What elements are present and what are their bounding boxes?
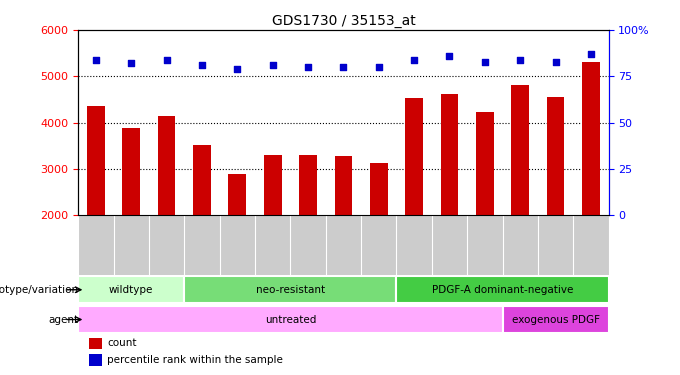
Text: count: count xyxy=(107,338,137,348)
Bar xyxy=(405,98,423,215)
Text: exogenous PDGF: exogenous PDGF xyxy=(511,315,600,324)
Text: agent: agent xyxy=(48,315,78,324)
Bar xyxy=(158,116,175,215)
Bar xyxy=(228,174,246,215)
Point xyxy=(479,58,490,64)
Point xyxy=(197,62,207,68)
Text: percentile rank within the sample: percentile rank within the sample xyxy=(107,355,284,365)
Point xyxy=(338,64,349,70)
Bar xyxy=(78,306,503,333)
Bar xyxy=(264,155,282,215)
Point xyxy=(232,66,243,72)
Point xyxy=(515,57,526,63)
Bar xyxy=(87,106,105,215)
Text: untreated: untreated xyxy=(265,315,316,324)
Bar xyxy=(547,97,564,215)
Point xyxy=(444,53,455,59)
Bar xyxy=(503,306,609,333)
Point xyxy=(90,57,101,63)
Bar xyxy=(299,155,317,215)
Bar xyxy=(441,94,458,215)
Bar xyxy=(335,156,352,215)
Point xyxy=(126,60,137,66)
Title: GDS1730 / 35153_at: GDS1730 / 35153_at xyxy=(271,13,415,28)
Point xyxy=(161,57,172,63)
Text: PDGF-A dominant-negative: PDGF-A dominant-negative xyxy=(432,285,573,295)
Bar xyxy=(122,128,140,215)
Bar xyxy=(184,276,396,303)
Bar xyxy=(582,62,600,215)
Point xyxy=(409,57,420,63)
Bar xyxy=(89,354,102,366)
Bar xyxy=(78,276,184,303)
Bar xyxy=(370,163,388,215)
Text: genotype/variation: genotype/variation xyxy=(0,285,78,295)
Point xyxy=(585,51,596,57)
Point xyxy=(267,62,278,68)
Point xyxy=(303,64,313,70)
Bar xyxy=(511,85,529,215)
Bar xyxy=(396,276,609,303)
Bar xyxy=(476,112,494,215)
Bar xyxy=(193,145,211,215)
Point xyxy=(550,58,561,64)
Text: neo-resistant: neo-resistant xyxy=(256,285,325,295)
Point xyxy=(373,64,384,70)
Bar xyxy=(89,338,102,349)
Text: wildtype: wildtype xyxy=(109,285,154,295)
